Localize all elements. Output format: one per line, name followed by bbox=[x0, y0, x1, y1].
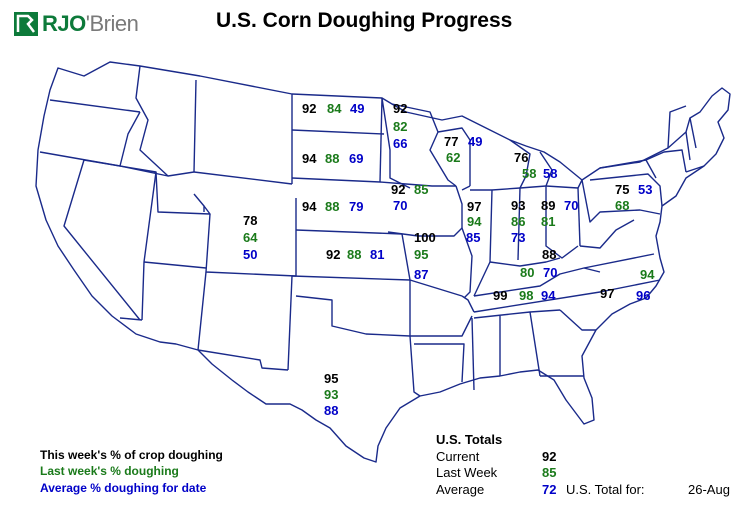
state-value-last-week: 68 bbox=[615, 198, 630, 213]
state-value-average: 49 bbox=[468, 134, 483, 149]
state-value-last-week: 58 bbox=[522, 166, 537, 181]
state-value-last-week: 82 bbox=[393, 119, 408, 134]
state-value-average: 53 bbox=[638, 182, 653, 197]
state-value-current: 92 bbox=[393, 101, 408, 116]
state-value-current: 95 bbox=[324, 371, 339, 386]
rjobrien-logo: RJO'Brien bbox=[14, 10, 154, 40]
state-value-current: 75 bbox=[615, 182, 630, 197]
state-value-current: 92 bbox=[391, 182, 406, 197]
state-value-average: 70 bbox=[564, 198, 579, 213]
state-value-current: 97 bbox=[600, 286, 615, 301]
state-value-last-week: 85 bbox=[414, 182, 429, 197]
state-value-current: 97 bbox=[467, 199, 482, 214]
logo-mark-icon bbox=[14, 12, 38, 36]
state-value-average: 87 bbox=[414, 267, 429, 282]
state-value-current: 76 bbox=[514, 150, 529, 165]
state-value-current: 89 bbox=[541, 198, 556, 213]
state-value-last-week: 62 bbox=[446, 150, 461, 165]
state-value-current: 99 bbox=[493, 288, 508, 303]
totals-heading: U.S. Totals bbox=[436, 432, 503, 447]
state-value-current: 92 bbox=[302, 101, 317, 116]
totals-date-label: U.S. Total for: bbox=[566, 482, 645, 497]
state-value-average: 81 bbox=[370, 247, 385, 262]
state-value-average: 50 bbox=[243, 247, 258, 262]
state-value-average: 79 bbox=[349, 199, 364, 214]
logo-wordmark: RJO'Brien bbox=[42, 11, 139, 37]
state-value-last-week: 93 bbox=[324, 387, 339, 402]
page-title: U.S. Corn Doughing Progress bbox=[216, 9, 513, 32]
state-value-average: 73 bbox=[511, 230, 526, 245]
us-outline bbox=[35, 61, 731, 463]
state-value-average: 70 bbox=[393, 198, 408, 213]
state-value-average: 66 bbox=[393, 136, 408, 151]
legend-average: Average % doughing for date bbox=[40, 481, 207, 495]
totals-average-label: Average bbox=[436, 482, 485, 497]
state-value-current: 88 bbox=[542, 247, 557, 262]
state-value-last-week: 81 bbox=[541, 214, 556, 229]
state-value-last-week: 84 bbox=[327, 101, 342, 116]
state-value-last-week: 98 bbox=[519, 288, 534, 303]
state-value-current: 94 bbox=[302, 151, 317, 166]
logo-prefix: RJO bbox=[42, 11, 86, 36]
state-value-average: 94 bbox=[541, 288, 556, 303]
totals-average-value: 72 bbox=[542, 482, 557, 497]
totals-current-value: 92 bbox=[542, 449, 557, 464]
state-value-average: 70 bbox=[543, 265, 558, 280]
state-value-last-week: 88 bbox=[325, 199, 340, 214]
state-value-current: 78 bbox=[243, 213, 258, 228]
state-value-last-week: 80 bbox=[520, 265, 535, 280]
legend-current: This week's % of crop doughing bbox=[40, 448, 223, 462]
state-value-average: 88 bbox=[324, 403, 339, 418]
state-value-average: 96 bbox=[636, 288, 651, 303]
state-value-last-week: 88 bbox=[347, 247, 362, 262]
state-value-current: 94 bbox=[302, 199, 317, 214]
state-value-average: 85 bbox=[466, 230, 481, 245]
state-value-current: 100 bbox=[414, 230, 436, 245]
state-value-last-week: 94 bbox=[467, 214, 482, 229]
state-value-last-week: 95 bbox=[414, 247, 429, 262]
state-value-last-week: 88 bbox=[325, 151, 340, 166]
state-value-average: 69 bbox=[349, 151, 364, 166]
totals-last-week-label: Last Week bbox=[436, 465, 498, 480]
totals-current-label: Current bbox=[436, 449, 480, 464]
state-value-last-week: 94 bbox=[640, 267, 655, 282]
logo-suffix: 'Brien bbox=[85, 11, 139, 36]
state-value-average: 49 bbox=[350, 101, 365, 116]
legend-last-week: Last week's % doughing bbox=[40, 464, 179, 478]
state-value-current: 77 bbox=[444, 134, 459, 149]
totals-last-week-value: 85 bbox=[542, 465, 557, 480]
state-value-last-week: 64 bbox=[243, 230, 258, 245]
state-value-current: 93 bbox=[511, 198, 526, 213]
state-value-current: 92 bbox=[326, 247, 341, 262]
state-value-average: 58 bbox=[543, 166, 558, 181]
state-value-last-week: 86 bbox=[511, 214, 526, 229]
totals-date: 26-Aug bbox=[688, 482, 730, 497]
